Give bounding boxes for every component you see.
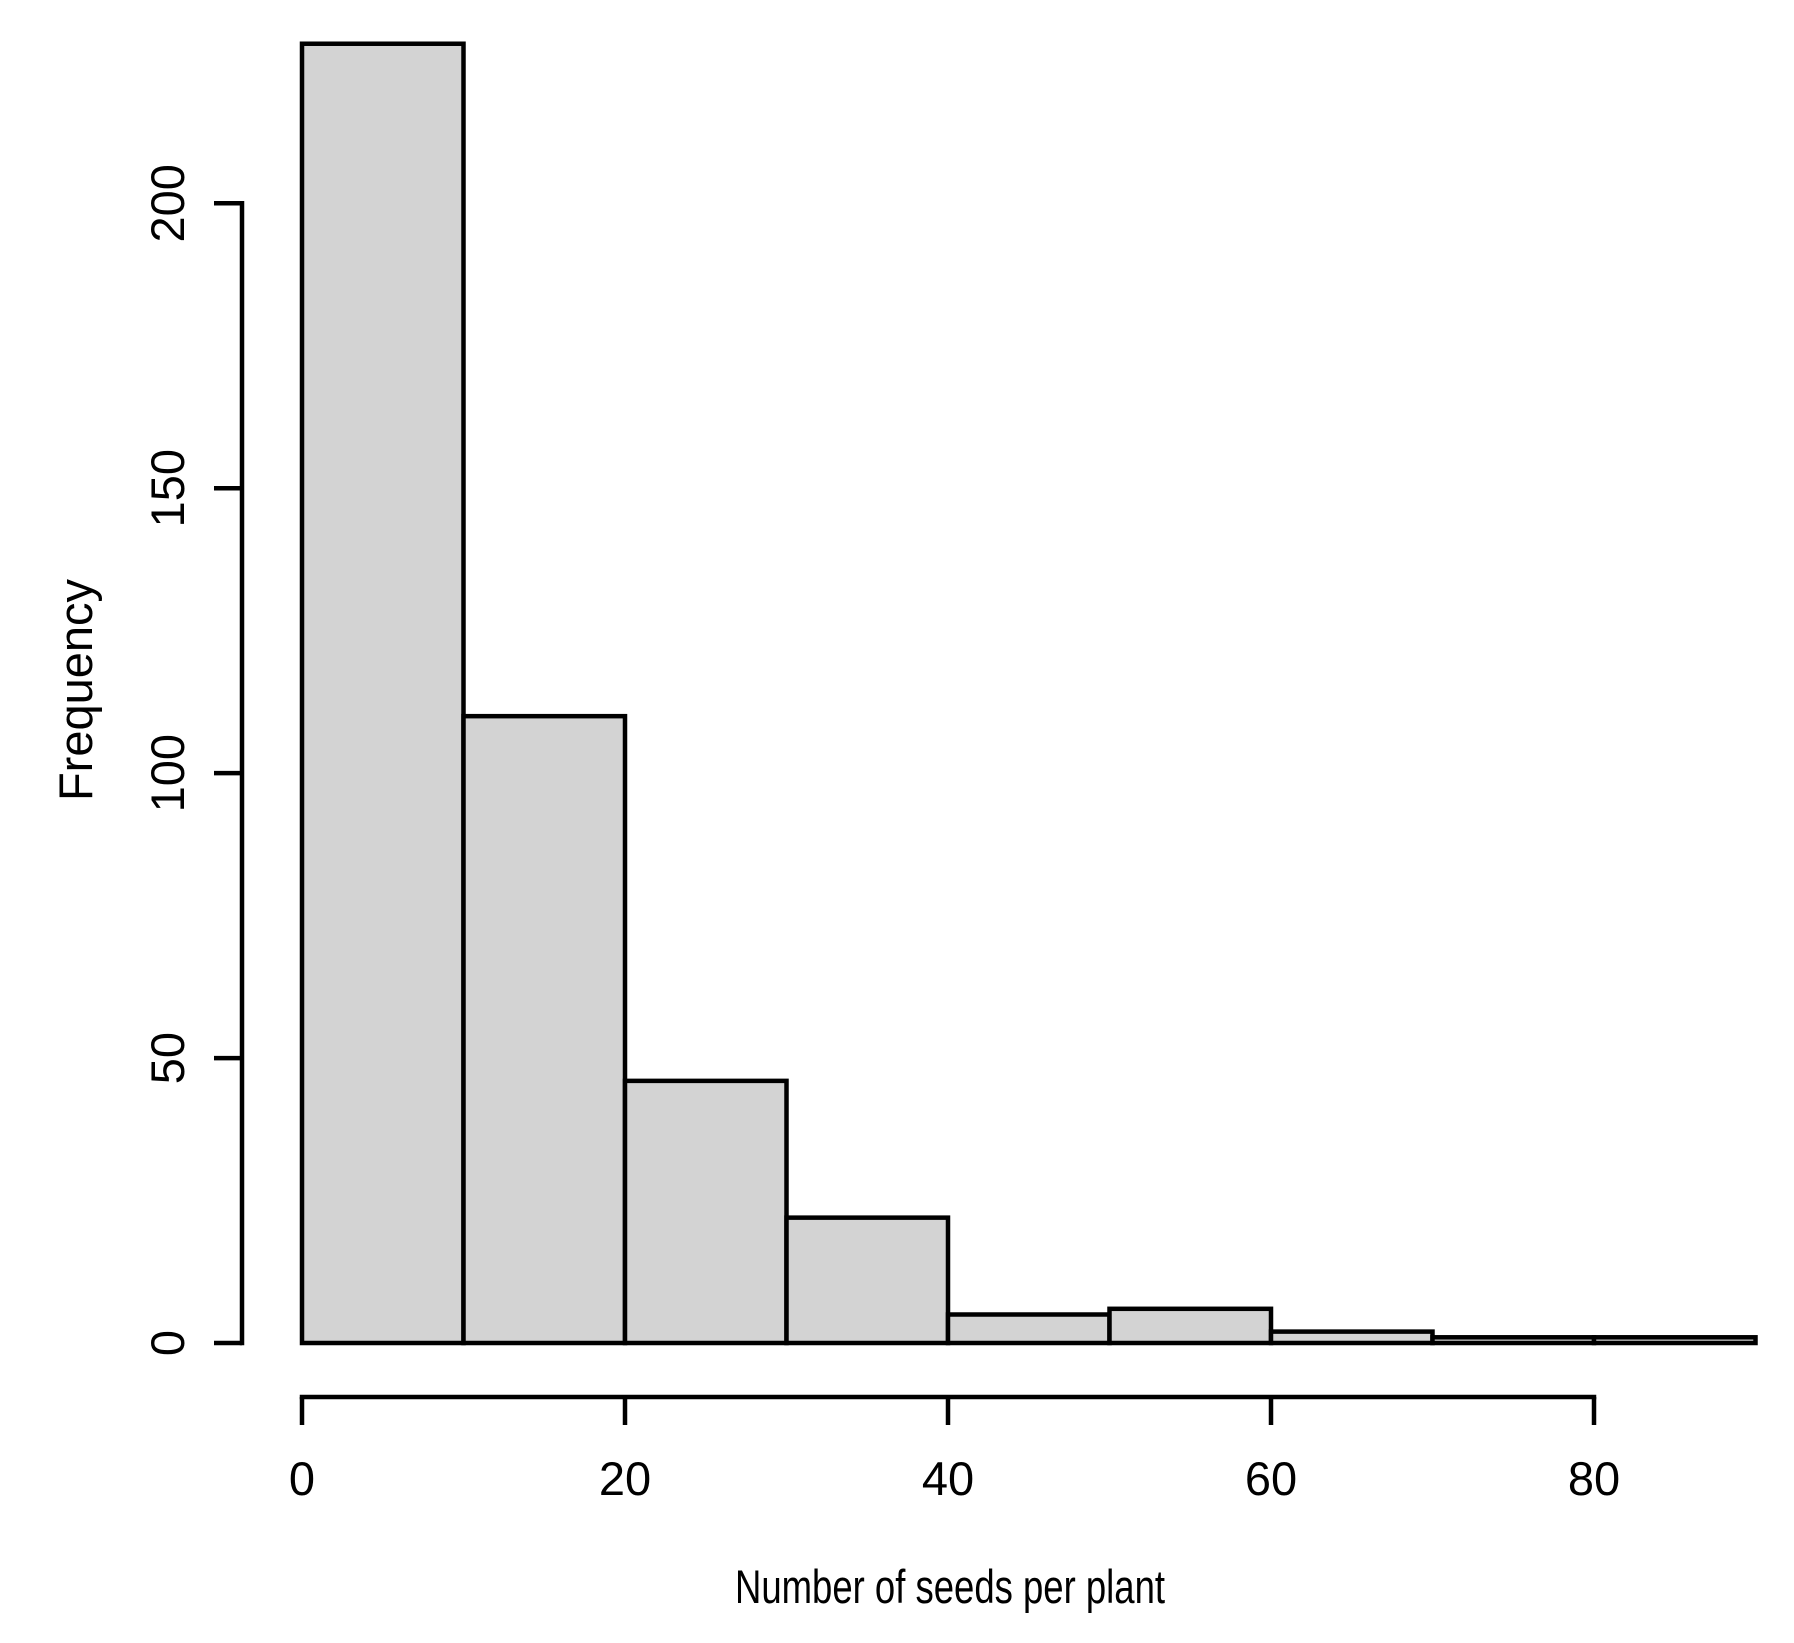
y-tick-label: 100: [141, 734, 194, 812]
histogram-bar: [784, 1215, 951, 1346]
axes-layer: 0 50 100 150 200 0 20 40 60 80: [141, 164, 1620, 1505]
x-tick-label: 80: [1568, 1452, 1620, 1505]
histogram-bar: [1268, 1329, 1435, 1346]
bars-layer: [299, 41, 1758, 1346]
histogram-bar: [299, 41, 466, 1346]
x-tick-label: 20: [599, 1452, 651, 1505]
y-tick-label: 0: [141, 1330, 194, 1356]
histogram-bar: [461, 713, 628, 1346]
y-axis-title: Frequency: [49, 578, 102, 801]
histogram-bar: [1591, 1335, 1758, 1346]
y-tick-label: 200: [141, 164, 194, 242]
x-axis-title: Number of seeds per plant: [735, 1560, 1165, 1613]
histogram-bar: [945, 1312, 1112, 1346]
y-tick-label: 50: [141, 1032, 194, 1084]
x-tick-label: 40: [922, 1452, 974, 1505]
y-tick-label: 150: [141, 449, 194, 527]
histogram-bar: [622, 1078, 789, 1346]
x-tick-label: 60: [1245, 1452, 1297, 1505]
x-tick-label: 0: [289, 1452, 315, 1505]
histogram-bar: [1107, 1306, 1274, 1346]
histogram-bar: [1430, 1335, 1597, 1346]
